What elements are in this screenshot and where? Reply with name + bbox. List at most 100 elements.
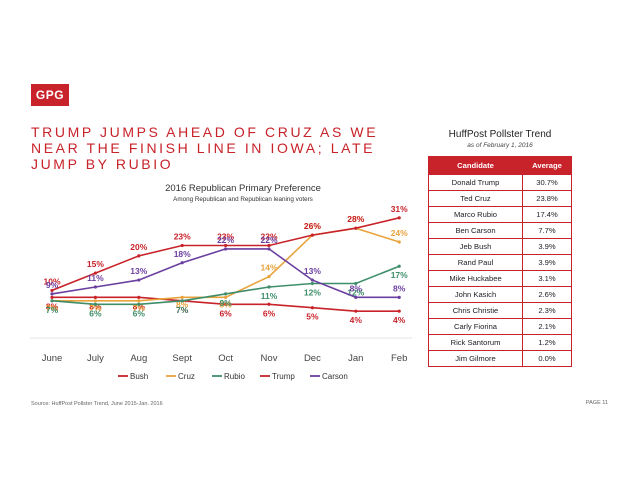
candidate-cell: Rand Paul bbox=[428, 254, 523, 271]
data-label: 20% bbox=[130, 242, 147, 252]
x-tick-label: Nov bbox=[261, 353, 278, 364]
data-label: 7% bbox=[46, 303, 59, 313]
data-point bbox=[354, 281, 358, 286]
data-label: 22% bbox=[260, 235, 277, 245]
data-label: 6% bbox=[89, 308, 102, 318]
data-label: 8% bbox=[46, 301, 59, 311]
legend-label: Rubio bbox=[224, 372, 245, 381]
data-label: 24% bbox=[391, 228, 408, 238]
data-label: 23% bbox=[260, 231, 277, 241]
data-point bbox=[137, 254, 141, 258]
x-tick-label: Feb bbox=[391, 353, 407, 364]
average-cell: 7.7% bbox=[522, 222, 572, 239]
candidate-cell: Chris Christie bbox=[428, 302, 523, 319]
data-label: 8% bbox=[89, 301, 102, 311]
data-point bbox=[267, 275, 271, 279]
legend-label: Cruz bbox=[178, 372, 195, 381]
candidate-cell: Carly Fiorina bbox=[428, 318, 523, 335]
data-label: 10% bbox=[43, 276, 60, 286]
data-point bbox=[50, 295, 54, 299]
data-label: 6% bbox=[133, 308, 146, 318]
data-point bbox=[180, 243, 184, 248]
data-point bbox=[267, 247, 271, 251]
data-point bbox=[267, 302, 271, 306]
x-tick-label: Jan bbox=[348, 353, 363, 364]
data-label: 26% bbox=[304, 221, 321, 231]
header-average: Average bbox=[522, 156, 572, 175]
data-point bbox=[93, 271, 97, 275]
data-label: 23% bbox=[217, 231, 234, 241]
table-title: HuffPost Pollster Trend bbox=[448, 129, 552, 140]
line-chart: 8% 8% 8% 7% 6% 6% 5% 4% 4%7% 7% 7% 8% 8%14%26%28%24%… bbox=[30, 204, 412, 381]
data-label: 6% bbox=[263, 308, 276, 318]
data-point bbox=[310, 233, 314, 237]
candidate-cell: Ben Carson bbox=[428, 222, 523, 239]
average-cell: 23.8% bbox=[522, 190, 572, 207]
data-label: 7% bbox=[46, 305, 59, 315]
data-point bbox=[50, 299, 54, 303]
x-tick-label: June bbox=[42, 353, 63, 364]
legend-label: Bush bbox=[130, 372, 148, 381]
legend-label: Trump bbox=[272, 372, 295, 381]
data-label: 8% bbox=[219, 299, 232, 309]
table-row: Jim Gilmore 0.0% bbox=[428, 350, 572, 367]
data-label: 28% bbox=[347, 214, 364, 224]
data-point bbox=[310, 281, 314, 286]
candidate-cell: Marco Rubio bbox=[428, 206, 523, 223]
data-label: 4% bbox=[350, 315, 363, 325]
x-tick-label: July bbox=[87, 353, 104, 364]
table-row: Ted Cruz 23.8% bbox=[428, 190, 572, 207]
data-point bbox=[137, 278, 141, 282]
data-point bbox=[180, 261, 184, 265]
average-cell: 1.2% bbox=[522, 334, 572, 351]
x-tick-label: Dec bbox=[304, 353, 321, 364]
candidate-cell: Donald Trump bbox=[428, 174, 523, 191]
table-row: Donald Trump 30.7% bbox=[428, 174, 572, 191]
data-point bbox=[180, 295, 184, 299]
x-tick-label: Aug bbox=[130, 353, 147, 364]
average-cell: 0.0% bbox=[522, 350, 572, 367]
data-point bbox=[224, 292, 228, 296]
table-row: John Kasich 2.6% bbox=[428, 286, 572, 303]
legend-label: Carson bbox=[322, 372, 348, 381]
data-point bbox=[93, 302, 97, 306]
average-cell: 30.7% bbox=[522, 174, 572, 191]
average-cell: 2.6% bbox=[522, 286, 572, 303]
data-label: 12% bbox=[304, 288, 321, 298]
data-point bbox=[224, 243, 228, 248]
series-line-trump bbox=[51, 217, 400, 292]
data-point bbox=[310, 306, 314, 310]
data-point bbox=[224, 295, 228, 299]
x-tick-label: Sept bbox=[172, 353, 192, 364]
pollster-table: Candidate Average Donald Trump 30.7% Ted C… bbox=[428, 156, 572, 367]
average-cell: 3.9% bbox=[522, 254, 572, 271]
data-label: 4% bbox=[393, 315, 406, 325]
data-label: 9% bbox=[46, 280, 59, 290]
data-point bbox=[267, 285, 271, 289]
table-row: Carly Fiorina 2.1% bbox=[428, 318, 572, 335]
data-point bbox=[310, 278, 314, 282]
page-number: PAGE 11 bbox=[585, 400, 608, 406]
table-as-of: as of February 1, 2016 bbox=[467, 142, 533, 149]
data-label: 17% bbox=[391, 270, 408, 280]
data-label: 8% bbox=[133, 301, 146, 311]
gpg-logo: GPG bbox=[31, 84, 69, 106]
data-point bbox=[354, 309, 358, 313]
data-label: 7% bbox=[89, 303, 102, 313]
candidate-cell: Jeb Bush bbox=[428, 238, 523, 255]
data-point bbox=[397, 240, 401, 244]
data-point bbox=[397, 216, 401, 220]
data-point bbox=[137, 302, 141, 306]
data-label: 12% bbox=[347, 288, 364, 298]
table-row: Chris Christie 2.3% bbox=[428, 302, 572, 319]
data-point bbox=[93, 299, 97, 303]
data-label: 22% bbox=[217, 235, 234, 245]
data-label: 13% bbox=[130, 266, 147, 276]
data-point bbox=[397, 295, 401, 299]
data-label: 7% bbox=[176, 305, 189, 315]
data-label: 11% bbox=[261, 291, 278, 301]
data-label: 18% bbox=[174, 249, 191, 259]
data-point bbox=[397, 309, 401, 313]
table-row: Mike Huckabee 3.1% bbox=[428, 270, 572, 287]
data-label: 28% bbox=[347, 214, 364, 224]
